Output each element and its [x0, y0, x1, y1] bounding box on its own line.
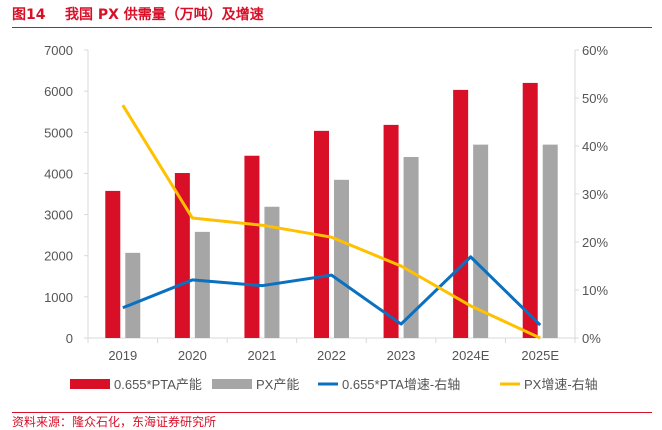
- right-tick-label: 30%: [582, 187, 608, 202]
- x-tick-label: 2025E: [521, 348, 559, 363]
- bar-pta-capacity: [522, 82, 538, 339]
- x-tick-label: 2024E: [452, 348, 490, 363]
- legend-label: 0.655*PTA产能: [114, 377, 202, 392]
- bar-px-capacity: [264, 206, 280, 338]
- bar-pta-capacity: [383, 124, 399, 338]
- legend-label: PX增速-右轴: [524, 377, 598, 392]
- left-tick-label: 7000: [44, 43, 73, 58]
- legend-swatch: [212, 379, 252, 389]
- source-note: 资料来源：隆众石化，东海证券研究所: [12, 415, 217, 429]
- bar-pta-capacity: [244, 155, 260, 338]
- legend-label: 0.655*PTA增速-右轴: [342, 377, 460, 392]
- right-tick-label: 60%: [582, 43, 608, 58]
- line-pta-growth: [122, 255, 542, 327]
- bar-px-capacity: [125, 252, 141, 338]
- left-tick-label: 5000: [44, 125, 73, 140]
- bar-px-capacity: [334, 179, 349, 338]
- x-tick-label: 2021: [247, 348, 276, 363]
- bar-px-capacity: [473, 144, 489, 338]
- bar-pta-capacity: [453, 89, 469, 338]
- title-divider: [12, 27, 652, 28]
- legend-label: PX产能: [256, 377, 299, 392]
- x-tick-label: 2022: [317, 348, 346, 363]
- right-tick-label: 40%: [582, 139, 608, 154]
- left-tick-label: 4000: [44, 166, 73, 181]
- bar-px-capacity: [194, 231, 210, 338]
- chart-title: 图14 我国 PX 供需量（万吨）及增速: [12, 7, 264, 23]
- right-tick-label: 20%: [582, 235, 608, 250]
- footer-divider: [12, 412, 652, 413]
- left-tick-label: 3000: [44, 208, 73, 223]
- bar-px-capacity: [403, 156, 419, 338]
- x-tick-label: 2023: [387, 348, 416, 363]
- line-px-growth: [121, 104, 541, 340]
- x-tick-label: 2020: [178, 348, 207, 363]
- left-tick-label: 0: [66, 331, 73, 346]
- bar-px-capacity: [542, 144, 558, 338]
- legend-swatch: [70, 379, 110, 389]
- bar-pta-capacity: [105, 190, 121, 338]
- right-tick-label: 0%: [582, 331, 601, 346]
- bar-pta-capacity: [174, 173, 190, 338]
- right-tick-label: 50%: [582, 91, 608, 106]
- left-tick-label: 1000: [44, 290, 73, 305]
- left-tick-label: 6000: [44, 84, 73, 99]
- left-tick-label: 2000: [44, 249, 73, 264]
- x-tick-label: 2019: [108, 348, 137, 363]
- right-tick-label: 10%: [582, 283, 608, 298]
